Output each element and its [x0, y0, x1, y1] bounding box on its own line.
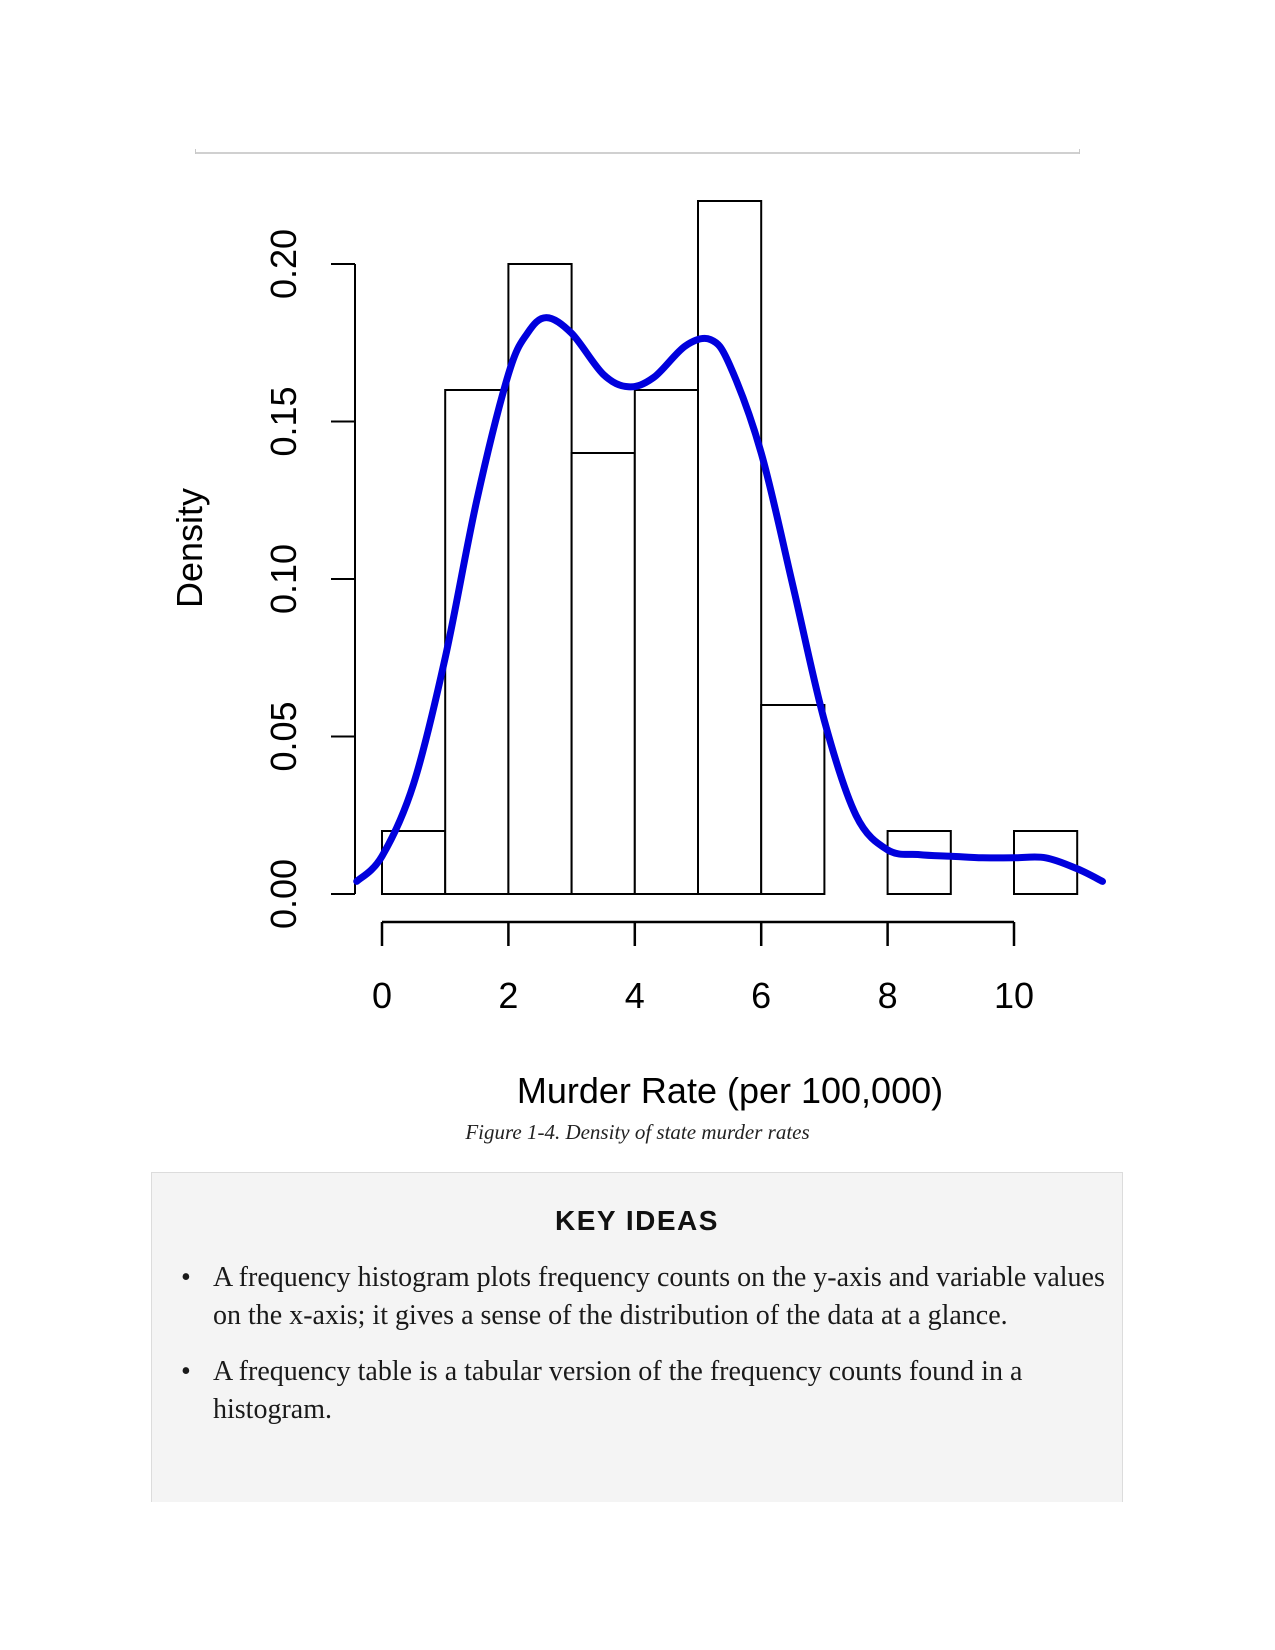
- density-histogram-chart: 0.00 0.05 0.10 0.15 0.20 0 2 4 6 8 10 Density Mur…: [169, 200, 1106, 1111]
- x-tick-label: 2: [498, 975, 518, 1016]
- histogram-bar: [444, 389, 510, 895]
- x-tick-label: 0: [372, 975, 392, 1016]
- bullet-icon: •: [181, 1262, 191, 1293]
- y-tick-label: 0.15: [263, 386, 304, 456]
- histogram-bar: [760, 704, 826, 895]
- list-item-text: A frequency table is a tabular version o…: [213, 1356, 1023, 1425]
- x-axis: 0 2 4 6 8 10: [372, 920, 1034, 1016]
- list-item: • A frequency table is a tabular version …: [181, 1353, 1113, 1429]
- histogram-bar: [697, 200, 763, 895]
- histogram-bar: [633, 389, 699, 895]
- top-rule: [195, 149, 1080, 154]
- histogram-bar: [886, 830, 952, 895]
- list-item: • A frequency histogram plots frequency c…: [181, 1259, 1113, 1335]
- density-curve: [353, 314, 1106, 885]
- histogram-bar: [507, 263, 573, 895]
- figure-caption: Figure 1-4. Density of state murder rate…: [465, 1120, 810, 1144]
- x-axis-label: Murder Rate (per 100,000): [517, 1070, 943, 1111]
- x-tick-label: 10: [994, 975, 1034, 1016]
- y-tick-label: 0.10: [263, 544, 304, 614]
- x-tick-label: 6: [751, 975, 771, 1016]
- key-ideas-sidebar: KEY IDEAS • A frequency histogram plots f…: [151, 1172, 1123, 1502]
- key-ideas-title: KEY IDEAS: [555, 1205, 719, 1236]
- key-ideas-list: • A frequency histogram plots frequency c…: [152, 1259, 1113, 1447]
- x-tick-label: 4: [625, 975, 645, 1016]
- y-axis: 0.00 0.05 0.10 0.15 0.20: [263, 229, 356, 929]
- y-tick-label: 0.05: [263, 701, 304, 771]
- histogram-bar: [570, 452, 636, 895]
- y-axis-label: Density: [169, 488, 210, 608]
- y-tick-label: 0.20: [263, 229, 304, 299]
- y-tick-label: 0.00: [263, 859, 304, 929]
- histogram-bars: [381, 200, 1079, 895]
- bullet-icon: •: [181, 1356, 191, 1387]
- list-item-text: A frequency histogram plots frequency co…: [213, 1262, 1105, 1331]
- x-tick-label: 8: [878, 975, 898, 1016]
